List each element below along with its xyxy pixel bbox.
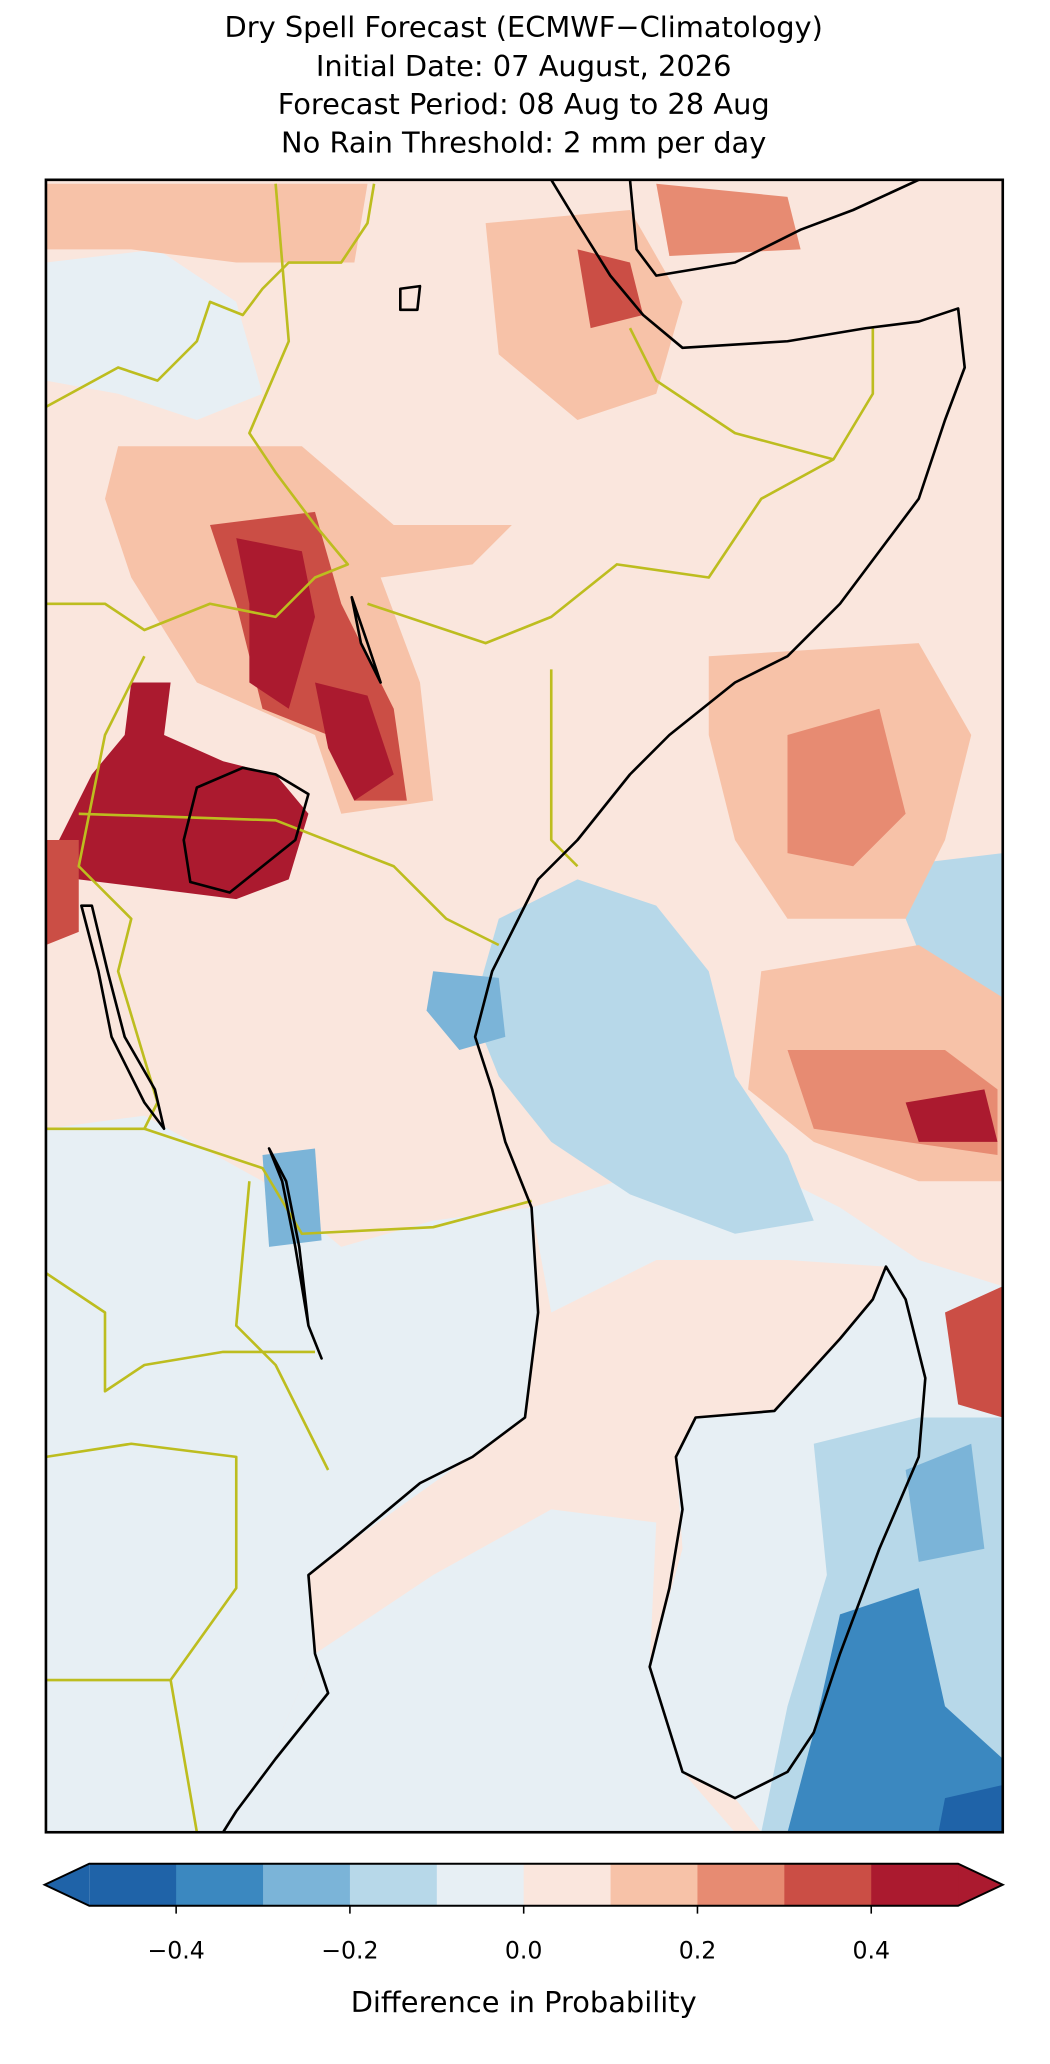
region-blue xyxy=(426,971,506,1051)
region-red xyxy=(577,249,644,329)
border xyxy=(78,812,500,947)
border xyxy=(45,183,350,632)
region-blue xyxy=(262,1148,322,1247)
colorbar-bin xyxy=(523,1863,612,1906)
colorbar-bin xyxy=(610,1863,699,1906)
colorbar-tick-label: −0.4 xyxy=(147,1936,204,1964)
region-red xyxy=(905,1089,998,1142)
colorbar-bin xyxy=(784,1863,872,1906)
region-blue xyxy=(472,879,814,1234)
lake xyxy=(182,766,310,894)
lake xyxy=(399,284,422,312)
colorbar-bin xyxy=(349,1863,438,1906)
region-red xyxy=(45,183,368,263)
colorbar-bin xyxy=(697,1863,786,1906)
colorbar: −0.4 −0.2 0.0 0.2 0.4 xyxy=(42,1862,1006,1964)
border xyxy=(45,1181,330,1471)
region-red xyxy=(485,210,683,421)
border xyxy=(45,1442,238,1833)
colorbar-tick-label: 0.4 xyxy=(852,1936,890,1964)
border xyxy=(45,183,376,409)
region-red xyxy=(59,682,309,900)
region-red xyxy=(787,708,906,867)
border xyxy=(628,327,834,461)
lake xyxy=(350,595,382,684)
region-red xyxy=(656,183,801,256)
border xyxy=(143,1127,532,1236)
colorbar-tick-label: 0.2 xyxy=(679,1936,717,1964)
map xyxy=(45,179,1003,1833)
region-red xyxy=(236,538,315,709)
colorbar-bin xyxy=(176,1863,264,1906)
title-line: Forecast Period: 08 Aug to 28 Aug xyxy=(278,87,770,121)
border xyxy=(45,655,159,1131)
region-red xyxy=(45,840,79,946)
title-line: Dry Spell Forecast (ECMWF−Climatology) xyxy=(224,10,822,44)
border xyxy=(549,669,579,868)
colorbar-bin xyxy=(89,1863,177,1906)
lake xyxy=(267,1147,323,1360)
title-line: No Rain Threshold: 2 mm per day xyxy=(281,125,766,159)
map-frame xyxy=(44,178,1005,1834)
colorbar-extend-high xyxy=(958,1863,1003,1906)
region-neutral xyxy=(223,1509,735,1833)
colorbar-bin xyxy=(436,1863,525,1906)
region-blue xyxy=(905,1443,985,1562)
colorbar-bin xyxy=(263,1863,351,1906)
colorbar-bin xyxy=(871,1863,959,1906)
region-neutral xyxy=(45,1115,539,1833)
region-red xyxy=(945,1286,1003,1418)
colorbar-tick-label: 0.0 xyxy=(505,1936,543,1964)
lake xyxy=(80,904,166,1131)
colorbar-tick-label: −0.2 xyxy=(321,1936,378,1964)
region-blue xyxy=(938,1785,1003,1833)
border xyxy=(367,328,875,645)
coastline xyxy=(648,1265,927,1800)
colorbar-label: Difference in Probability xyxy=(351,1985,697,2019)
colorbar-outline xyxy=(42,1862,1006,1907)
region-red xyxy=(315,682,394,801)
title-line: Initial Date: 07 August, 2026 xyxy=(316,49,732,83)
coastline xyxy=(222,179,966,1833)
coastline xyxy=(628,179,920,277)
title: Dry Spell Forecast (ECMWF−Climatology) I… xyxy=(224,10,822,160)
colorbar-extend-low xyxy=(44,1863,90,1906)
